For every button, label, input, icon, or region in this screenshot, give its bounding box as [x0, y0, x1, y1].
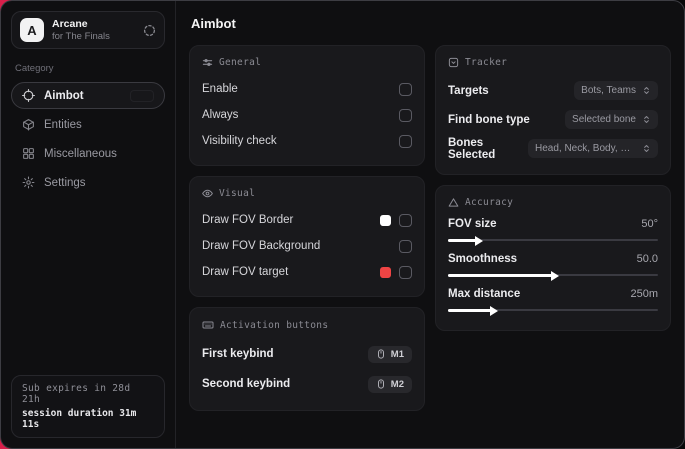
tracker-card: Tracker Targets Bots, Teams [435, 45, 671, 175]
triangle-icon [448, 197, 459, 208]
general-card: General Enable Always Visibility check [189, 45, 425, 166]
second-keybind-button[interactable]: M2 [367, 375, 412, 393]
card-title-text: Accuracy [465, 197, 514, 208]
sidebar-item-label: Aimbot [44, 89, 84, 102]
eye-icon [202, 188, 213, 199]
draw-fov-border-checkbox[interactable] [399, 213, 412, 227]
session-duration-text: session duration 31m 11s [22, 408, 137, 430]
mouse-icon [376, 379, 386, 389]
category-label: Category [15, 63, 54, 74]
sidebar-item-label: Miscellaneous [44, 147, 117, 160]
smoothness-slider[interactable] [448, 268, 658, 282]
sliders-icon [202, 57, 213, 68]
keybind-hint-badge [130, 89, 154, 102]
setting-row-enable: Enable [202, 78, 412, 100]
setting-row-bones-selected: Bones Selected Head, Neck, Body, Pe.. [448, 136, 658, 161]
keyboard-icon [202, 319, 214, 331]
mouse-icon [376, 349, 386, 359]
max-distance-slider[interactable] [448, 303, 658, 317]
sidebar-item-entities[interactable]: Entities [11, 111, 165, 138]
tracker-icon [448, 57, 459, 68]
sidebar-nav: Aimbot Entities Miscellaneous [11, 82, 165, 196]
smoothness-value: 50.0 [636, 253, 658, 265]
accuracy-card: Accuracy FOV size 50° [435, 185, 671, 331]
fov-border-color-swatch[interactable] [380, 214, 391, 226]
fov-target-color-swatch[interactable] [380, 266, 391, 278]
card-title-text: Visual [219, 188, 256, 199]
find-bone-type-dropdown[interactable]: Selected bone [565, 110, 658, 129]
app-header: A Arcane for The Finals [11, 11, 165, 49]
setting-row-always: Always [202, 104, 412, 126]
chevrons-up-down-icon [642, 86, 651, 95]
setting-row-fov-size: FOV size 50° [448, 218, 658, 247]
page-title: Aimbot [191, 16, 236, 31]
visual-card: Visual Draw FOV Border Draw FOV Backgrou… [189, 176, 425, 297]
subscription-info: Sub expires in 28d 21h session duration … [11, 375, 165, 438]
sidebar-item-label: Settings [44, 176, 86, 189]
refresh-icon[interactable] [143, 24, 156, 37]
enable-checkbox[interactable] [399, 82, 412, 96]
setting-row-first-keybind: First keybind M1 [202, 341, 412, 367]
card-title-text: General [219, 57, 262, 68]
setting-row-draw-fov-background: Draw FOV Background [202, 235, 412, 257]
crosshair-icon [22, 89, 35, 102]
setting-row-smoothness: Smoothness 50.0 [448, 253, 658, 282]
setting-row-visibility-check: Visibility check [202, 130, 412, 152]
chevrons-up-down-icon [642, 115, 651, 124]
fov-size-value: 50° [641, 218, 658, 230]
draw-fov-background-checkbox[interactable] [399, 239, 412, 253]
chevrons-up-down-icon [642, 144, 651, 153]
card-title-text: Tracker [465, 57, 508, 68]
setting-row-draw-fov-border: Draw FOV Border [202, 209, 412, 231]
setting-row-max-distance: Max distance 250m [448, 288, 658, 317]
setting-row-targets: Targets Bots, Teams [448, 78, 658, 103]
setting-row-find-bone-type: Find bone type Selected bone [448, 107, 658, 132]
app-subtitle: for The Finals [52, 30, 110, 42]
visibility-check-checkbox[interactable] [399, 134, 412, 148]
activation-buttons-card: Activation buttons First keybind M1 [189, 307, 425, 411]
sidebar-item-settings[interactable]: Settings [11, 169, 165, 196]
first-keybind-button[interactable]: M1 [367, 345, 412, 363]
card-title-text: Activation buttons [220, 319, 329, 331]
slider-thumb[interactable] [551, 270, 559, 281]
targets-dropdown[interactable]: Bots, Teams [574, 81, 658, 100]
gear-icon [22, 176, 35, 189]
bones-selected-dropdown[interactable]: Head, Neck, Body, Pe.. [528, 139, 658, 158]
slider-thumb[interactable] [490, 305, 499, 316]
always-checkbox[interactable] [399, 108, 412, 122]
app-name: Arcane [52, 18, 88, 30]
main-panel: Aimbot General Enable [176, 1, 684, 448]
setting-row-draw-fov-target: Draw FOV target [202, 261, 412, 283]
app-logo: A [20, 18, 44, 42]
setting-row-second-keybind: Second keybind M2 [202, 371, 412, 397]
sidebar-item-aimbot[interactable]: Aimbot [11, 82, 165, 109]
sidebar: A Arcane for The Finals Category Aim [1, 1, 176, 448]
slider-thumb[interactable] [475, 235, 484, 246]
entities-icon [22, 118, 35, 131]
max-distance-value: 250m [630, 288, 658, 300]
draw-fov-target-checkbox[interactable] [399, 265, 412, 279]
sidebar-item-label: Entities [44, 118, 82, 131]
grid-icon [22, 147, 35, 160]
fov-size-slider[interactable] [448, 233, 658, 247]
sidebar-item-miscellaneous[interactable]: Miscellaneous [11, 140, 165, 167]
sub-expiry-text: Sub expires in 28d 21h [22, 383, 131, 405]
